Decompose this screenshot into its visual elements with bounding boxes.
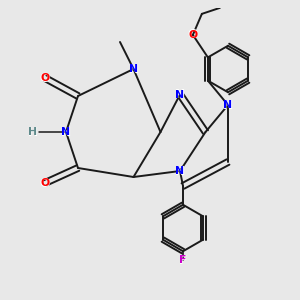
Text: O: O	[188, 30, 197, 40]
Text: O: O	[40, 178, 50, 188]
Text: N: N	[175, 164, 185, 178]
Text: N: N	[176, 166, 184, 176]
Text: H: H	[28, 127, 38, 137]
Text: H: H	[28, 125, 38, 139]
Text: O: O	[188, 28, 198, 41]
Text: N: N	[129, 64, 138, 74]
Text: F: F	[179, 255, 187, 265]
Text: N: N	[61, 127, 70, 137]
Text: O: O	[40, 73, 50, 83]
Text: O: O	[40, 176, 50, 190]
Text: N: N	[224, 100, 232, 110]
Text: F: F	[179, 254, 187, 267]
Text: N: N	[223, 98, 233, 112]
Text: N: N	[128, 62, 139, 76]
Text: N: N	[175, 88, 185, 101]
Text: N: N	[176, 89, 184, 100]
Text: N: N	[61, 125, 71, 139]
Text: O: O	[40, 71, 50, 85]
